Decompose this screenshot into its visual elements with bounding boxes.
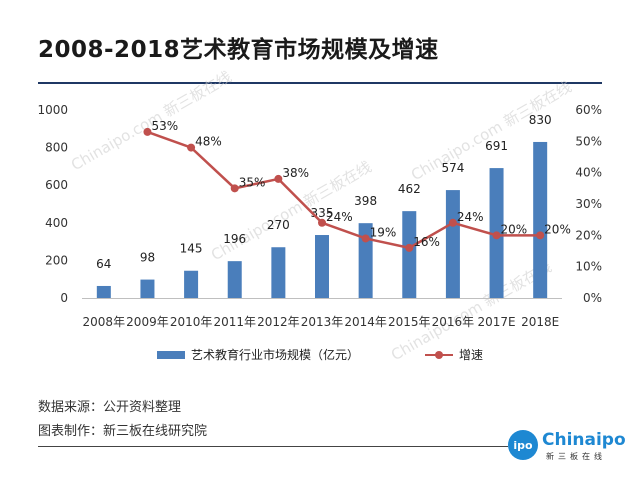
growth-data-label: 24% <box>457 210 484 224</box>
bar-data-label: 98 <box>140 251 155 265</box>
bar <box>96 285 111 298</box>
y-left-tick-label: 800 <box>45 141 68 155</box>
title-divider <box>38 82 602 84</box>
bar <box>445 190 460 298</box>
growth-point <box>187 143 196 152</box>
growth-data-label: 16% <box>413 235 440 249</box>
legend-item-bar: 艺术教育行业市场规模（亿元） <box>156 346 359 363</box>
producer-note: 图表制作：新三板在线研究院 <box>38 424 208 439</box>
chart-notes: 数据来源：公开资料整理 图表制作：新三板在线研究院 <box>38 396 207 444</box>
y-right-tick-label: 10% <box>575 260 602 274</box>
data-source-note: 数据来源：公开资料整理 <box>38 400 182 415</box>
y-left-tick-label: 200 <box>45 253 68 267</box>
bar-data-label: 398 <box>354 194 377 208</box>
logo-mark: ipo <box>508 430 538 460</box>
y-left-tick-label: 600 <box>45 178 68 192</box>
chart-legend: 艺术教育行业市场规模（亿元） 增速 <box>0 346 640 363</box>
growth-data-label: 19% <box>370 225 397 239</box>
bar-data-label: 196 <box>223 232 246 246</box>
bar <box>533 141 548 298</box>
x-tick-label: 2013年 <box>301 315 344 329</box>
y-right-tick-label: 50% <box>575 134 602 148</box>
y-right-tick-label: 20% <box>575 228 602 242</box>
bar-data-label: 64 <box>96 257 111 271</box>
x-tick-label: 2012年 <box>257 315 300 329</box>
x-tick-label: 2018E <box>521 315 559 329</box>
growth-point <box>318 218 326 227</box>
growth-point <box>448 218 457 227</box>
x-tick-label: 2016年 <box>432 315 475 329</box>
growth-point <box>492 231 501 240</box>
bar-data-label: 830 <box>529 113 552 127</box>
bar <box>184 270 199 298</box>
y-right-tick-label: 60% <box>575 103 602 117</box>
x-tick-label: 2011年 <box>213 315 256 329</box>
bar-data-label: 462 <box>398 182 421 196</box>
bar <box>140 279 155 298</box>
growth-data-label: 35% <box>239 175 266 189</box>
legend-swatch-bar <box>156 350 185 359</box>
bar-data-label: 270 <box>267 218 290 232</box>
growth-point <box>143 127 152 136</box>
chinaipo-logo: ipo Chinaipo 新三板在线 <box>508 430 626 464</box>
growth-data-label: 48% <box>195 135 222 149</box>
growth-line <box>147 130 541 250</box>
legend-item-line: 增速 <box>425 346 483 363</box>
bar <box>358 223 373 298</box>
y-left-tick-label: 400 <box>45 216 68 230</box>
legend-label-bar: 艺术教育行业市场规模（亿元） <box>190 348 359 362</box>
growth-point <box>405 243 414 252</box>
bar <box>271 247 286 298</box>
growth-point <box>361 234 370 243</box>
logo-name: Chinaipo <box>542 430 626 450</box>
growth-point <box>230 184 239 193</box>
growth-data-label: 38% <box>282 166 309 180</box>
logo-subtitle: 新三板在线 <box>546 452 606 461</box>
bar <box>227 261 242 298</box>
growth-data-label: 20% <box>501 222 528 236</box>
y-right-tick-label: 40% <box>575 166 602 180</box>
growth-point <box>536 231 545 240</box>
chart-title: 2008-2018艺术教育市场规模及增速 <box>38 37 439 63</box>
x-tick-label: 2017E <box>477 315 515 329</box>
y-left-tick-label: 1000 <box>37 103 68 117</box>
growth-data-label: 24% <box>326 210 353 224</box>
growth-data-label: 53% <box>151 119 178 133</box>
footer-divider <box>38 446 508 447</box>
growth-point <box>274 174 283 183</box>
legend-swatch-line <box>425 350 453 360</box>
legend-label-line: 增速 <box>459 348 484 362</box>
x-tick-label: 2009年 <box>126 315 169 329</box>
bar-data-label: 574 <box>441 161 464 175</box>
bar <box>402 211 417 298</box>
bar-data-label: 145 <box>180 242 203 256</box>
y-right-tick-label: 30% <box>575 197 602 211</box>
x-tick-label: 2008年 <box>83 315 126 329</box>
growth-data-label: 20% <box>544 222 571 236</box>
x-tick-label: 2015年 <box>388 315 431 329</box>
combo-chart: 0 200 400 600 800 1000 0% 10% 20% 30% 40% 50% 60% 64 9… <box>37 103 602 329</box>
y-left-tick-label: 0 <box>60 291 68 305</box>
bar <box>315 235 329 298</box>
x-tick-label: 2014年 <box>344 315 387 329</box>
x-tick-label: 2010年 <box>170 315 213 329</box>
y-right-tick-label: 0% <box>583 291 602 305</box>
bar-data-label: 691 <box>485 139 508 153</box>
